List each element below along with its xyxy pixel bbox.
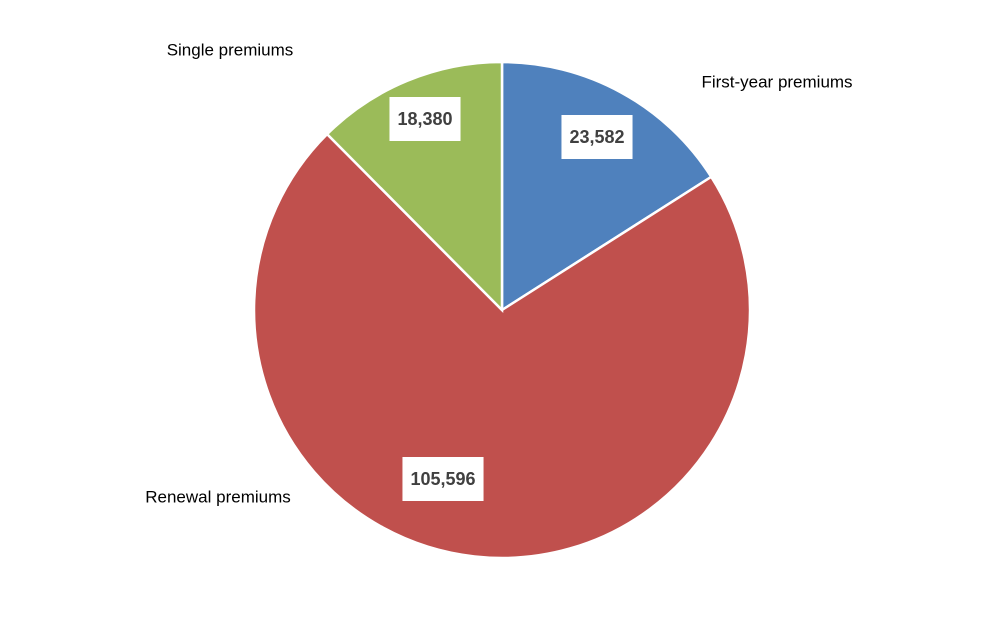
- data-label-box: [389, 97, 461, 141]
- data-label: 18,380: [397, 109, 452, 129]
- data-label: 23,582: [569, 127, 624, 147]
- category-label: First-year premiums: [701, 72, 852, 91]
- category-label: Single premiums: [167, 40, 294, 59]
- category-label: Renewal premiums: [145, 487, 291, 506]
- data-label-box: [561, 115, 633, 159]
- data-label-box: [402, 457, 484, 501]
- pie-slice: [252, 132, 752, 560]
- data-label: 105,596: [410, 469, 475, 489]
- pie-slice: [500, 60, 713, 313]
